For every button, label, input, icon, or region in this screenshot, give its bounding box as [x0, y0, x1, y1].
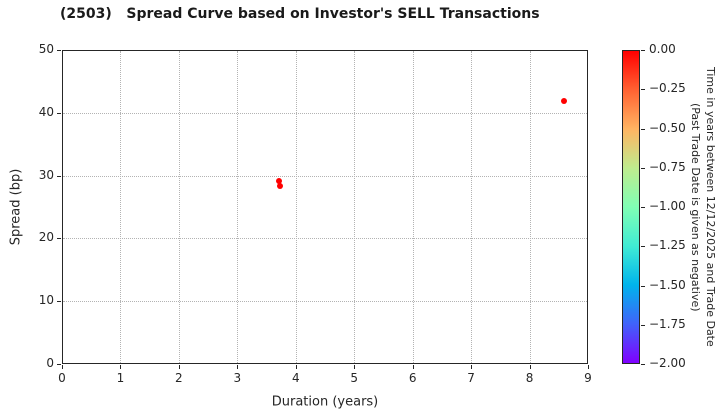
y-gridline: [63, 112, 587, 114]
x-tick-label: 6: [408, 371, 417, 385]
x-gridline: [178, 51, 180, 363]
x-tick-mark: [471, 365, 473, 369]
y-gridline: [63, 301, 587, 303]
data-point: [561, 97, 568, 104]
x-tick-mark: [120, 365, 122, 369]
x-gridline: [354, 51, 356, 363]
x-tick-label: 8: [525, 371, 534, 385]
colorbar-label-line2: (Past Trade Date is given as negative): [689, 102, 702, 312]
x-tick-label: 5: [350, 371, 359, 385]
y-tick-label: 10: [38, 293, 54, 308]
colorbar-tick-label: −0.75: [649, 159, 686, 174]
data-point: [275, 178, 282, 185]
x-tick-label: 0: [58, 371, 66, 385]
y-tick-mark: [57, 364, 61, 365]
x-tick-mark: [354, 365, 356, 369]
y-tick-mark: [57, 112, 61, 114]
x-tick-label: 9: [584, 371, 592, 385]
x-tick-label: 1: [116, 371, 125, 385]
x-tick-label: 7: [467, 371, 475, 385]
x-tick-mark: [237, 365, 239, 369]
colorbar-tick-mark: [641, 285, 645, 287]
x-gridline: [295, 51, 297, 363]
y-tick-mark: [57, 301, 61, 303]
x-tick-label: 3: [233, 371, 242, 385]
x-gridline: [120, 51, 122, 363]
colorbar-tick-mark: [641, 128, 645, 130]
x-tick-label: 4: [291, 371, 300, 385]
y-tick-label: 40: [38, 104, 54, 119]
y-tick-label: 0: [46, 356, 54, 370]
x-gridline: [471, 51, 473, 363]
colorbar-tick-mark: [641, 364, 645, 365]
colorbar-tick-label: −1.25: [649, 238, 686, 253]
x-tick-mark: [529, 365, 531, 369]
colorbar-tick-label: −1.50: [649, 277, 686, 292]
colorbar-tick-label: −2.00: [649, 356, 686, 370]
colorbar-tick-mark: [641, 50, 645, 51]
colorbar-tick-mark: [641, 167, 645, 169]
data-point: [276, 182, 283, 189]
y-tick-mark: [57, 175, 61, 177]
y-tick-mark: [57, 238, 61, 240]
y-gridline: [63, 238, 587, 240]
colorbar-tick-mark: [641, 89, 645, 91]
colorbar-tick-mark: [641, 207, 645, 208]
colorbar-tick-label: −1.75: [649, 316, 686, 331]
x-gridline: [529, 51, 531, 363]
x-tick-label: 2: [175, 371, 183, 385]
y-gridline: [63, 175, 587, 177]
x-tick-mark: [588, 365, 589, 369]
x-axis-label: Duration (years): [271, 394, 379, 410]
chart-title: (2503) Spread Curve based on Investor's …: [60, 6, 540, 22]
x-tick-mark: [295, 365, 297, 369]
colorbar-tick-mark: [641, 246, 645, 248]
y-tick-label: 30: [38, 167, 54, 182]
y-tick-mark: [57, 50, 61, 51]
x-tick-mark: [412, 365, 414, 369]
x-gridline: [237, 51, 239, 363]
colorbar: [622, 50, 640, 364]
y-tick-label: 20: [38, 230, 54, 245]
x-tick-mark: [62, 365, 63, 369]
x-gridline: [412, 51, 414, 363]
y-tick-label: 50: [38, 42, 54, 56]
colorbar-label: Time in years between 12/12/2025 and Tra…: [686, 50, 718, 364]
colorbar-tick-label: −1.00: [649, 199, 686, 213]
colorbar-tick-label: −0.25: [649, 81, 686, 96]
colorbar-tick-label: −0.50: [649, 120, 686, 135]
colorbar-tick-mark: [641, 324, 645, 326]
colorbar-tick-label: 0.00: [649, 42, 676, 56]
x-tick-mark: [178, 365, 180, 369]
colorbar-label-line1: Time in years between 12/12/2025 and Tra…: [704, 67, 717, 347]
plot-area: [62, 50, 588, 364]
